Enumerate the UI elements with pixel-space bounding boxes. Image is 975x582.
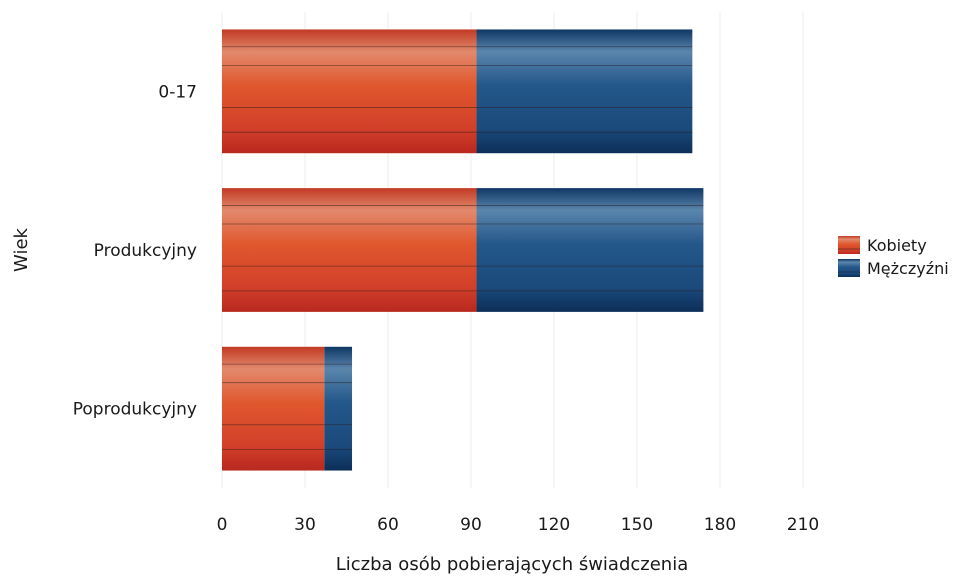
y-tick-label: 0-17: [158, 82, 197, 102]
x-tick-label: 0: [217, 515, 228, 535]
bar-m-czy-ni-1: [476, 188, 704, 312]
x-tick-label: 180: [704, 515, 736, 535]
x-axis-ticks: 0 30 60 90 120 150 180 210: [217, 515, 820, 535]
x-tick-label: 120: [538, 515, 570, 535]
legend: Kobiety Mężczyźni: [838, 236, 949, 278]
legend-label-1: Mężczyźni: [867, 259, 949, 278]
x-tick-label: 210: [787, 515, 819, 535]
x-tick-label: 30: [294, 515, 316, 535]
y-axis-ticks: 0-17 Produkcyjny Poprodukcyjny: [73, 82, 197, 419]
y-tick-label: Produkcyjny: [94, 241, 197, 261]
bar-kobiety-2: [222, 346, 325, 471]
bar-kobiety-1: [222, 188, 477, 312]
bars: [222, 29, 704, 471]
bar-m-czy-ni-0: [476, 29, 693, 154]
x-axis-title: Liczba osób pobierających świadczenia: [336, 554, 689, 575]
y-axis-title: Wiek: [11, 227, 32, 271]
x-tick-label: 90: [460, 515, 482, 535]
x-tick-label: 60: [377, 515, 399, 535]
bar-kobiety-0: [222, 29, 477, 154]
legend-swatch-1: [838, 259, 860, 277]
legend-label-0: Kobiety: [867, 236, 927, 255]
bar-m-czy-ni-2: [324, 346, 353, 471]
y-tick-label: Poprodukcyjny: [73, 400, 197, 420]
legend-swatch-0: [838, 236, 860, 254]
x-tick-label: 150: [621, 515, 653, 535]
